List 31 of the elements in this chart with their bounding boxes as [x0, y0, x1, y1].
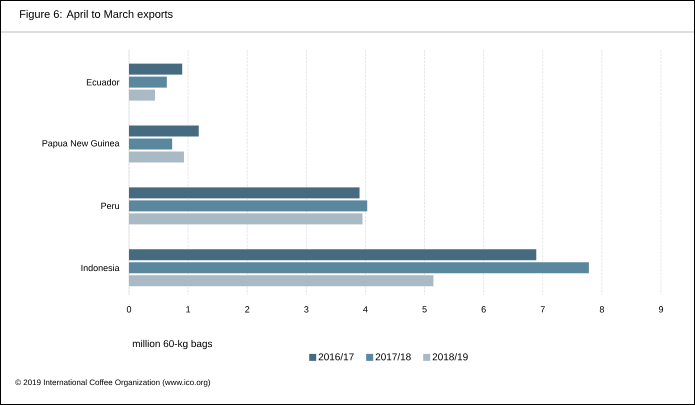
legend-label: 2017/18 — [376, 353, 411, 360]
x-tick-label: 5 — [422, 306, 427, 312]
bar — [129, 200, 368, 212]
x-tick-label: 6 — [482, 306, 486, 313]
x-tick-label: 0 — [126, 306, 132, 313]
legend-label: 2018/19 — [432, 353, 468, 360]
bar — [129, 76, 167, 88]
bar — [129, 152, 184, 163]
y-tick-label: Peru — [101, 202, 119, 210]
bar — [129, 275, 434, 286]
bar — [129, 262, 589, 274]
bar — [129, 213, 362, 224]
bar — [129, 126, 199, 137]
x-tick-label: 7 — [540, 306, 545, 312]
legend-label: 2016/17 — [318, 353, 354, 360]
chart-title: Figure 6: April to March exports — [20, 10, 173, 20]
y-tick-label: Papua New Guinea — [42, 140, 120, 148]
bar — [129, 64, 182, 75]
y-tick-label: Indonesia — [82, 264, 120, 272]
x-axis-title: million 60-kg bags — [132, 340, 212, 350]
y-tick-label: Ecuador — [86, 78, 120, 86]
x-tick-label: 2 — [245, 306, 250, 312]
x-tick-label: 9 — [658, 306, 664, 313]
x-tick-label: 3 — [304, 306, 308, 313]
bar — [129, 249, 536, 260]
x-tick-label: 4 — [363, 306, 368, 312]
x-tick-label: 8 — [600, 306, 604, 313]
bar — [129, 187, 360, 198]
x-tick-label: 1 — [186, 306, 190, 312]
bar — [129, 138, 172, 150]
bar — [129, 90, 156, 101]
